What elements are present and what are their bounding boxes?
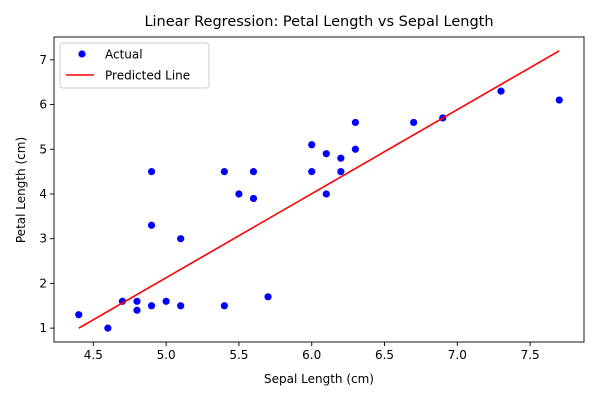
- x-tick-label: 5.0: [157, 348, 176, 362]
- data-point: [220, 168, 228, 176]
- data-point: [555, 96, 563, 104]
- x-tick-label: 6.5: [375, 348, 394, 362]
- chart-title: Linear Regression: Petal Length vs Sepal…: [144, 14, 493, 30]
- y-tick-label: 4: [39, 187, 47, 201]
- data-point: [351, 145, 360, 153]
- y-tick-label: 1: [39, 321, 47, 335]
- regression-line: [78, 50, 560, 329]
- data-point: [322, 150, 330, 158]
- x-axis-label: Sepal Length (cm): [264, 372, 374, 386]
- data-point: [249, 194, 258, 203]
- data-point: [147, 168, 156, 176]
- data-point: [75, 311, 83, 319]
- data-point: [351, 118, 360, 127]
- data-point: [133, 297, 141, 305]
- data-point: [162, 297, 170, 305]
- data-point: [497, 87, 505, 95]
- y-axis-label: Petal Length (cm): [14, 137, 28, 243]
- data-point: [177, 302, 185, 310]
- data-point: [264, 293, 272, 301]
- y-tick-label: 3: [39, 232, 47, 246]
- x-tick-label: 6.0: [302, 348, 321, 362]
- data-point: [147, 302, 156, 310]
- legend-label-actual: Actual: [105, 48, 143, 62]
- y-tick-label: 7: [39, 53, 47, 67]
- legend-label-predicted: Predicted Line: [105, 69, 190, 83]
- data-point: [308, 141, 316, 149]
- x-tick-label: 7.5: [521, 348, 540, 362]
- data-point: [177, 235, 185, 243]
- axes: 4.5 5.0 5.5 6.0 6.5 7.0 7.5 1 2 3 4 5 6 7: [39, 36, 585, 362]
- data-point: [133, 306, 141, 314]
- data-point: [308, 168, 316, 176]
- x-tick-label: 5.5: [229, 348, 248, 362]
- legend-box: [59, 42, 210, 89]
- data-point: [235, 190, 243, 198]
- x-tick-label: 7.0: [448, 348, 467, 362]
- legend-marker-actual: [78, 50, 86, 58]
- data-point: [410, 118, 418, 127]
- legend: Actual Predicted Line: [59, 42, 210, 89]
- x-tick-label: 4.5: [84, 348, 103, 362]
- plot-area: [75, 50, 563, 332]
- data-point: [249, 168, 258, 176]
- data-point: [337, 168, 345, 176]
- data-point: [322, 190, 330, 198]
- y-tick-label: 5: [39, 142, 47, 156]
- y-tick-label: 2: [39, 276, 47, 290]
- y-tick-label: 6: [39, 98, 47, 112]
- data-point: [147, 221, 156, 229]
- axes-frame: [53, 36, 585, 343]
- data-point: [337, 154, 345, 162]
- data-point: [104, 324, 112, 332]
- data-point: [220, 302, 228, 310]
